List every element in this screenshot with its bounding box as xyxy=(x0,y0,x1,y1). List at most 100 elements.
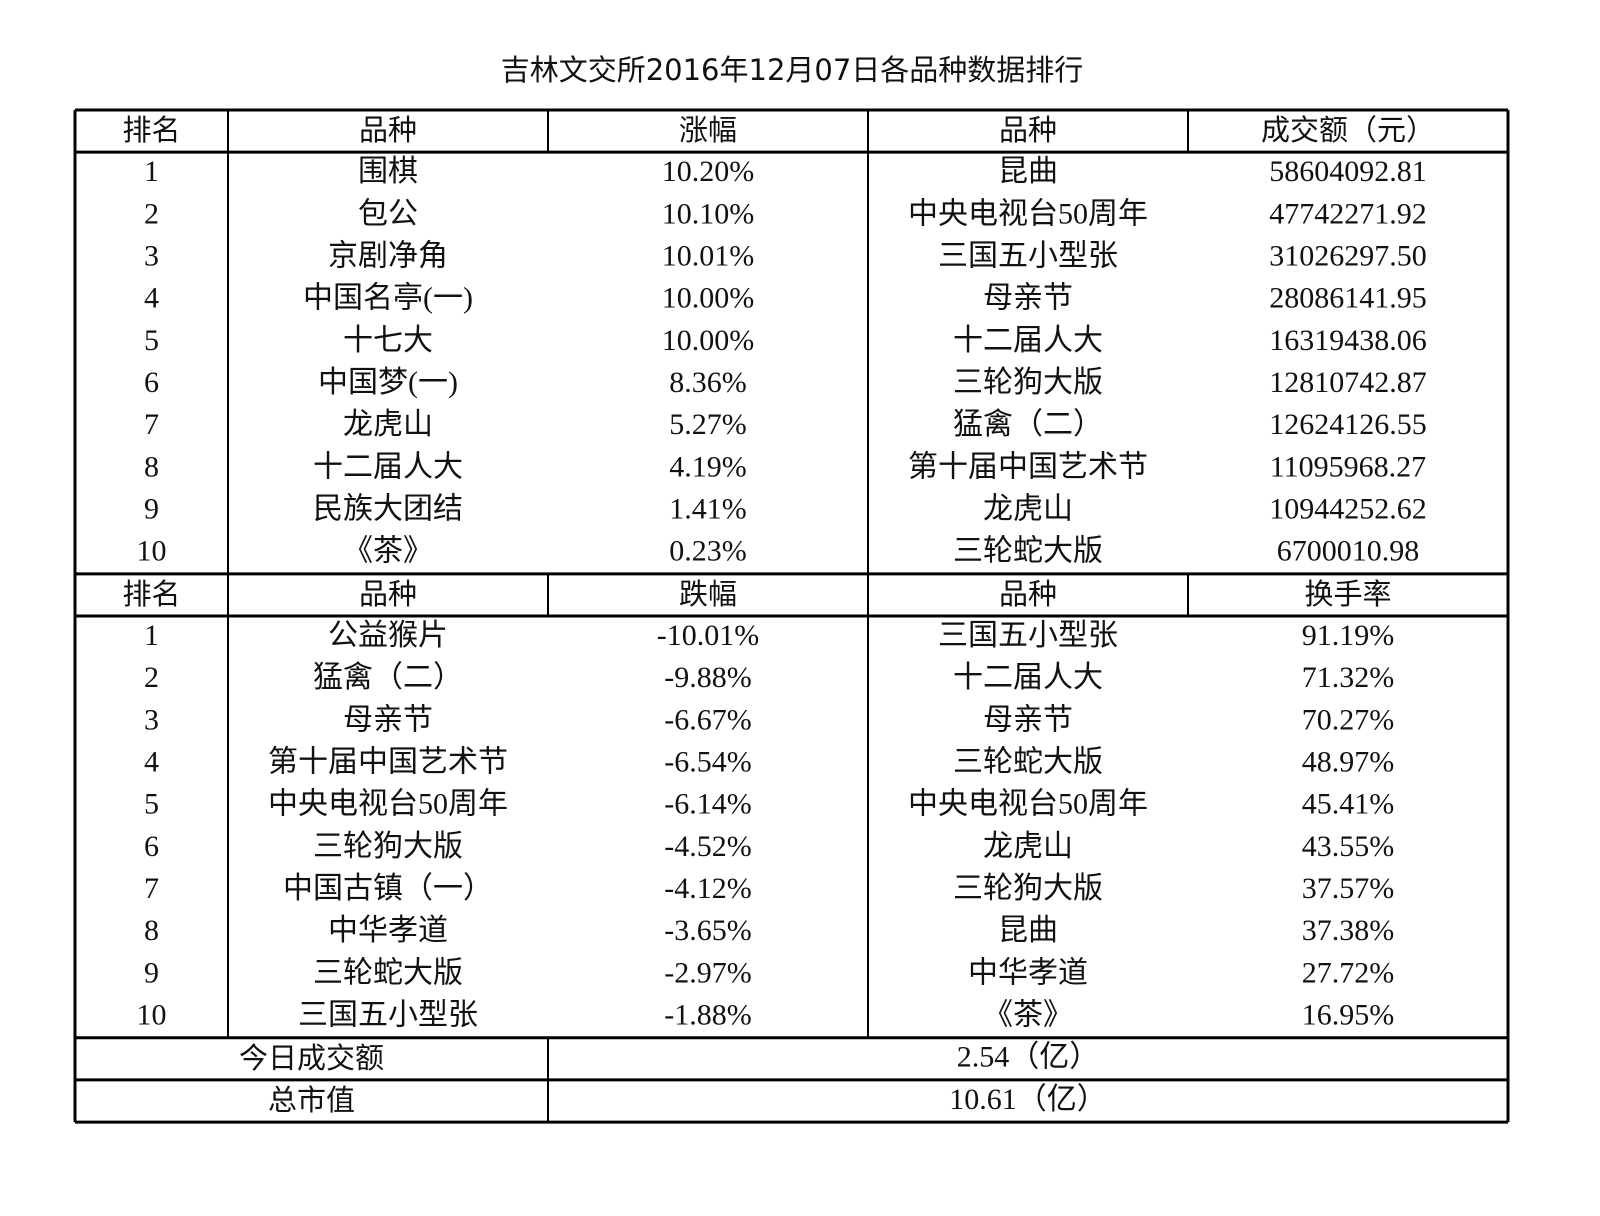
cell: -3.65% xyxy=(664,914,751,947)
cell: 十二届人大 xyxy=(953,324,1103,357)
cell: 三国五小型张 xyxy=(938,619,1118,652)
cell: 27.72% xyxy=(1302,956,1395,989)
cell: 10.00% xyxy=(662,324,755,357)
cell: 三轮蛇大版 xyxy=(953,535,1103,568)
summary-label: 总市值 xyxy=(268,1083,355,1117)
cell: 京剧净角 xyxy=(328,239,448,272)
cell: 三轮狗大版 xyxy=(313,830,463,863)
cell: 十二届人大 xyxy=(313,450,463,483)
cell: 猛禽（二） xyxy=(313,661,463,694)
header-cell: 品种 xyxy=(359,577,417,611)
cell: 母亲节 xyxy=(983,282,1073,315)
cell: 70.27% xyxy=(1302,703,1395,736)
rank: 2 xyxy=(144,661,159,694)
cell: 11095968.27 xyxy=(1270,450,1426,483)
cell: 31026297.50 xyxy=(1269,239,1427,272)
cell: 4.19% xyxy=(669,450,747,483)
cell: -10.01% xyxy=(657,619,759,652)
cell: 中国梦(一) xyxy=(318,366,458,399)
cell: 《茶》 xyxy=(983,999,1073,1032)
cell: 猛禽（二） xyxy=(953,408,1103,441)
cell: 10944252.62 xyxy=(1269,493,1427,526)
rank: 9 xyxy=(144,493,159,526)
cell: 28086141.95 xyxy=(1269,282,1427,315)
cell: 10.20% xyxy=(662,155,755,188)
cell: 中国名亭(一) xyxy=(303,282,473,315)
cell: 45.41% xyxy=(1302,788,1395,821)
header-cell: 换手率 xyxy=(1304,577,1391,611)
cell: 三轮狗大版 xyxy=(953,872,1103,905)
cell: 母亲节 xyxy=(343,703,433,736)
cell: 龙虎山 xyxy=(343,408,433,441)
cell: -2.97% xyxy=(664,956,751,989)
rank: 3 xyxy=(144,703,159,736)
cell: 三轮蛇大版 xyxy=(313,956,463,989)
cell: 10.00% xyxy=(662,282,755,315)
cell: 第十届中国艺术节 xyxy=(908,450,1148,483)
cell: 91.19% xyxy=(1302,619,1395,652)
cell: 中央电视台50周年 xyxy=(908,788,1148,821)
rank: 9 xyxy=(144,956,159,989)
rank: 1 xyxy=(144,619,159,652)
header-cell: 品种 xyxy=(999,113,1057,147)
cell: 58604092.81 xyxy=(1269,155,1427,188)
cell: 第十届中国艺术节 xyxy=(268,746,508,779)
cell: 37.38% xyxy=(1302,914,1395,947)
summary-value: 2.54（亿） xyxy=(957,1041,1100,1074)
cell: 十七大 xyxy=(343,324,433,357)
cell: -4.52% xyxy=(664,830,751,863)
rank: 8 xyxy=(144,914,159,947)
cell: 中华孝道 xyxy=(968,956,1088,989)
cell: 中华孝道 xyxy=(328,914,448,947)
cell: 71.32% xyxy=(1302,661,1395,694)
cell: -6.67% xyxy=(664,703,751,736)
header-cell: 排名 xyxy=(122,113,180,147)
rank: 6 xyxy=(144,830,159,863)
rank: 1 xyxy=(144,155,159,188)
rank: 4 xyxy=(144,282,159,315)
cell: 三国五小型张 xyxy=(938,239,1118,272)
cell: 龙虎山 xyxy=(983,830,1073,863)
cell: 《茶》 xyxy=(343,535,433,568)
rank: 7 xyxy=(144,408,159,441)
cell: 龙虎山 xyxy=(983,493,1073,526)
cell: 中国古镇（一） xyxy=(283,872,493,905)
cell: 8.36% xyxy=(669,366,747,399)
cell: 6700010.98 xyxy=(1277,535,1420,568)
cell: 16319438.06 xyxy=(1269,324,1427,357)
cell: 公益猴片 xyxy=(328,619,448,652)
rank: 10 xyxy=(137,535,167,568)
cell: -6.54% xyxy=(664,746,751,779)
header-cell: 成交额（元） xyxy=(1261,113,1435,147)
rank: 5 xyxy=(144,324,159,357)
rank: 2 xyxy=(144,197,159,230)
cell: 47742271.92 xyxy=(1269,197,1427,230)
summary-value: 10.61（亿） xyxy=(949,1083,1107,1116)
cell: 5.27% xyxy=(669,408,747,441)
header-cell: 涨幅 xyxy=(679,113,737,147)
cell: 中央电视台50周年 xyxy=(268,788,508,821)
cell: 1.41% xyxy=(669,493,747,526)
cell: 围棋 xyxy=(358,155,418,188)
rank: 4 xyxy=(144,746,159,779)
rank: 10 xyxy=(137,999,167,1032)
cell: 昆曲 xyxy=(998,155,1058,188)
cell: 0.23% xyxy=(669,535,747,568)
cell: 48.97% xyxy=(1302,746,1395,779)
cell: 43.55% xyxy=(1302,830,1395,863)
cell: -6.14% xyxy=(664,788,751,821)
cell: 中央电视台50周年 xyxy=(908,197,1148,230)
rank: 7 xyxy=(144,872,159,905)
cell: -1.88% xyxy=(664,999,751,1032)
rank: 6 xyxy=(144,366,159,399)
cell: 十二届人大 xyxy=(953,661,1103,694)
cell: 民族大团结 xyxy=(313,493,463,526)
cell: 母亲节 xyxy=(983,703,1073,736)
header-cell: 排名 xyxy=(122,577,180,611)
cell: 昆曲 xyxy=(998,914,1058,947)
cell: -9.88% xyxy=(664,661,751,694)
summary-label: 今日成交额 xyxy=(239,1041,384,1075)
rank: 3 xyxy=(144,239,159,272)
